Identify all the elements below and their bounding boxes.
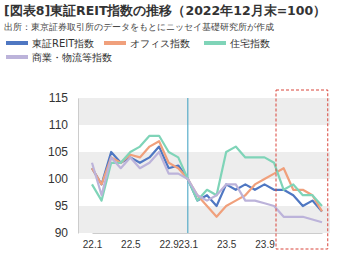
highlight-box (276, 90, 328, 249)
divider (187, 98, 188, 233)
x-axis: 22.1 22.5 22.923.1 23.5 23.9 (83, 233, 323, 250)
x-tick-label: 23.5 (217, 239, 237, 250)
subtitle: 出所：東京証券取引所のデータをもとにニッセイ基礎研究所が作成 (4, 21, 274, 32)
grid-band (78, 98, 330, 125)
legend-label: オフィス指数 (130, 38, 190, 49)
legend-label: 住宅指数 (230, 38, 270, 49)
y-tick: 100 (48, 172, 78, 186)
y-axis: 90 95 100 105 110 115 (48, 91, 79, 240)
y-tick-label: 115 (49, 91, 68, 105)
x-tick-label: 22.5 (121, 239, 141, 250)
x-tick-label: 23.9 (255, 239, 275, 250)
x-tick-label: 22.9 (159, 239, 179, 250)
x-tick: 22.5 (121, 233, 141, 250)
y-tick-label: 90 (55, 226, 69, 240)
y-tick-label: 110 (49, 118, 68, 132)
y-tick-label: 100 (48, 172, 68, 186)
title: [図表8]東証REIT指数の推移（2022年12月末=100） (4, 3, 326, 18)
series-line (92, 141, 322, 217)
legend-swatch (6, 55, 28, 59)
x-tick-label: 23.1 (179, 239, 199, 250)
grid-band (78, 206, 330, 233)
x-axis-line (93, 233, 323, 234)
y-tick: 105 (48, 145, 78, 159)
legend-swatch (204, 41, 226, 45)
y-tick: 110 (49, 118, 78, 132)
x-tick: 23.1 (179, 233, 199, 250)
x-tick: 23.5 (217, 233, 237, 250)
y-tick: 115 (49, 91, 78, 105)
y-tick: 90 (55, 226, 78, 240)
series-line (92, 136, 322, 206)
x-tick: 23.9 (255, 233, 275, 250)
legend-swatch (104, 41, 126, 45)
x-tick: 22.9 (159, 233, 179, 250)
legend-swatch (6, 41, 28, 45)
chart: [図表8]東証REIT指数の推移（2022年12月末=100） 出所：東京証券取引… (0, 0, 364, 272)
plot-area (92, 136, 322, 222)
y-tick: 95 (55, 199, 78, 213)
legend-entry: 東証REIT指数 (6, 38, 94, 49)
x-tick-label: 22.1 (83, 239, 103, 250)
y-tick-label: 105 (48, 145, 68, 159)
legend-label: 東証REIT指数 (32, 38, 94, 49)
legend-entry: 住宅指数 (204, 38, 270, 49)
legend-entry: オフィス指数 (104, 38, 190, 49)
legend-label: 商業・物流等指数 (32, 52, 112, 63)
y-tick-label: 95 (55, 199, 69, 213)
y-axis-line (78, 99, 79, 234)
x-tick: 22.1 (83, 233, 103, 250)
legend-entry: 商業・物流等指数 (6, 52, 112, 63)
series-line (92, 152, 322, 222)
